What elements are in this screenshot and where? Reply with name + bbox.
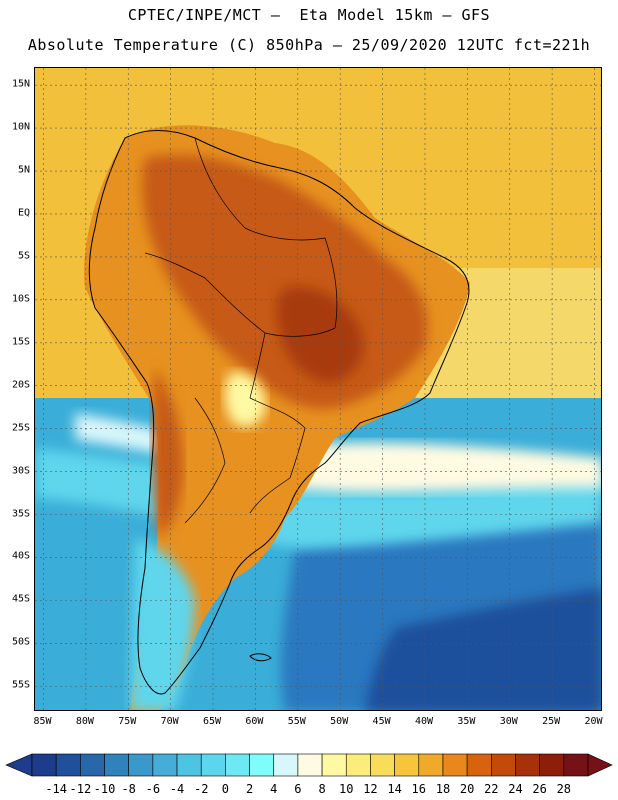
lon-tick-label: 50W (330, 716, 349, 727)
patagonia-cold (130, 538, 195, 710)
colorbar-tick-label: 24 (508, 782, 523, 796)
colorbar-tick-label: 28 (556, 782, 572, 796)
colorbar-tick-label: 22 (484, 782, 499, 796)
colorbar-tick-label: -14 (45, 782, 68, 796)
colorbar-cell (31, 753, 57, 777)
lon-tick-label: 65W (202, 716, 222, 727)
colorbar-tick-label: -6 (145, 782, 161, 796)
lat-tick-label: 25S (11, 422, 30, 434)
chart-title-line2: Absolute Temperature (C) 850hPa – 25/09/… (27, 36, 591, 54)
colorbar-cell (273, 753, 299, 777)
continent-hottest-core (276, 287, 364, 383)
colorbar-cell (394, 753, 420, 777)
colorbar-cell (466, 753, 492, 777)
colorbar-tick-label: 18 (435, 782, 451, 796)
colorbar-tick-label: 12 (363, 782, 378, 796)
lon-tick-label: 80W (75, 716, 94, 727)
temperature-colorbar (5, 753, 613, 777)
colorbar-tick-label: -12 (69, 782, 92, 796)
lat-tick-label: 20S (11, 379, 30, 391)
colorbar-tick-label: -10 (93, 782, 116, 796)
country-borders (144, 137, 338, 524)
chart-title-line1: CPTEC/INPE/MCT – Eta Model 15km – GFS (127, 6, 491, 24)
cold-deepest-region (365, 588, 601, 710)
lat-tick-label: 10S (11, 293, 30, 305)
colorbar-cell (345, 753, 371, 777)
colorbar-cell (563, 753, 589, 777)
lon-tick-label: 20W (584, 716, 603, 727)
colorbar-tick-label: 2 (245, 782, 254, 796)
lon-tick-label: 55W (287, 716, 306, 727)
colorbar-cell (104, 753, 129, 777)
lon-tick-label: 30W (499, 716, 518, 727)
colorbar-cell (515, 753, 540, 777)
temperature-map (34, 67, 602, 711)
colorbar-tick-label: 0 (221, 782, 230, 796)
south-america-coastline (88, 130, 470, 695)
lat-lon-grid (35, 68, 601, 710)
colorbar-max-arrow (587, 753, 613, 777)
colorbar-tick-label: 14 (387, 782, 402, 796)
lat-tick-label: 35S (11, 508, 30, 519)
colorbar-cell (249, 753, 275, 777)
andes-hot-strip (152, 368, 184, 538)
colorbar-cell (297, 753, 323, 777)
lat-tick-label: 15N (11, 78, 30, 90)
lon-tick-label: 35W (457, 716, 476, 727)
colorbar-cell (152, 753, 178, 777)
colorbar-cell (225, 753, 250, 777)
colorbar-tick-label: 16 (411, 782, 427, 796)
colorbar-cell (200, 753, 226, 777)
colorbar-cell (321, 753, 347, 777)
lat-tick-label: EQ (17, 207, 30, 219)
colorbar-tick-label: 10 (339, 782, 354, 796)
colorbar-cell (539, 753, 565, 777)
lon-tick-label: 75W (118, 716, 137, 727)
lon-tick-label: 70W (160, 716, 179, 727)
lon-tick-label: 45W (372, 716, 391, 727)
lat-tick-label: 5N (17, 164, 30, 176)
lat-tick-label: 50S (11, 636, 30, 648)
colorbar-cell (128, 753, 154, 777)
coastal-light-band (285, 442, 601, 493)
lon-tick-label: 40W (414, 716, 433, 727)
lat-tick-label: 5S (17, 250, 30, 262)
colorbar-tick-label: -4 (169, 782, 185, 796)
lat-tick-label: 15S (11, 336, 30, 348)
lon-tick-label: 60W (245, 716, 264, 727)
colorbar-tick-label: 4 (270, 782, 278, 796)
colorbar-min-arrow (5, 753, 33, 777)
lat-tick-label: 45S (11, 593, 30, 605)
colorbar-cell (55, 753, 81, 777)
colorbar-cell (80, 753, 105, 777)
colorbar-cell (442, 753, 468, 777)
lat-tick-label: 40S (11, 550, 30, 562)
colorbar-cell (418, 753, 444, 777)
colorbar-cell (176, 753, 202, 777)
lat-tick-label: 30S (11, 465, 30, 477)
colorbar-tick-label: 8 (318, 782, 326, 796)
map-canvas (35, 68, 601, 710)
colorbar-cell (491, 753, 516, 777)
lon-tick-label: 25W (542, 716, 561, 727)
colorbar-tick-label: 26 (532, 782, 547, 796)
colorbar-tick-label: 6 (294, 782, 302, 796)
colorbar-tick-label: 20 (459, 782, 475, 796)
colorbar-cell (370, 753, 395, 777)
colorbar-tick-label: -8 (121, 782, 136, 796)
lon-tick-label: 85W (33, 716, 52, 727)
lat-tick-label: 10N (11, 121, 30, 133)
colorbar-tick-label: -2 (193, 782, 209, 796)
lat-tick-label: 55S (11, 679, 30, 691)
